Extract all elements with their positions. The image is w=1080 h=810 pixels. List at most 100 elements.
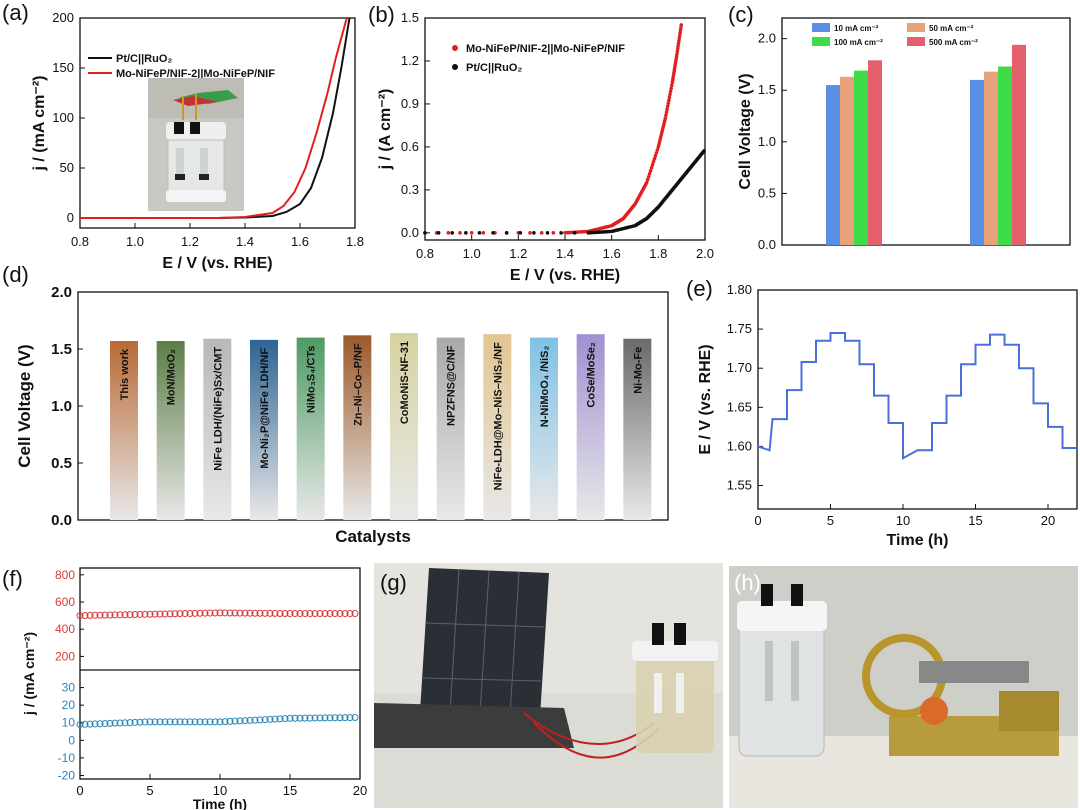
- c-legend-swatch-3: [907, 37, 925, 46]
- panel-f-chart: 0 5 10 15 20 200 400 600 800 -20 -10 0 10 20 30 Time (h…: [21, 567, 367, 810]
- b-point-0: [667, 95, 672, 100]
- f-point-0: [321, 610, 329, 618]
- f-point-0: [161, 610, 169, 618]
- f-point-0: [191, 609, 199, 617]
- e-ytick-label: 1.60: [727, 438, 752, 453]
- f-point-0: [231, 609, 239, 617]
- c-bar: [984, 71, 998, 246]
- f-point-0: [331, 610, 339, 618]
- d-bar: [576, 334, 605, 520]
- f-point-1: [136, 718, 144, 726]
- b-legend-marker-0: [452, 45, 458, 51]
- a-xtick-label: 1.6: [291, 234, 309, 249]
- d-bar-label: Ni-Mo-Fe: [632, 347, 644, 394]
- d-bar: [203, 338, 232, 520]
- b-point-0: [654, 151, 659, 155]
- f-ytick-label-bottom: -20: [58, 768, 76, 782]
- f-point-0: [351, 610, 359, 618]
- b-point-0: [646, 174, 651, 179]
- a-xtick-label: 0.8: [71, 234, 89, 249]
- f-point-1: [151, 718, 159, 726]
- panel-a-inset-photo: [148, 78, 244, 211]
- f-point-1: [281, 715, 289, 723]
- panel-label-c: (c): [728, 2, 754, 27]
- f-point-0: [101, 611, 109, 619]
- f-point-0: [336, 610, 344, 618]
- f-point-1: [346, 714, 354, 722]
- b-point-1: [545, 231, 550, 235]
- f-point-0: [311, 610, 319, 618]
- f-point-1: [326, 714, 334, 722]
- f-point-1: [251, 716, 259, 724]
- f-point-1: [101, 720, 109, 728]
- b-point-0: [645, 177, 650, 182]
- panel-label-b: (b): [368, 2, 395, 27]
- a-legend-label-0: Pt/C||RuO₂: [116, 53, 172, 65]
- d-bar-label: CoMoNiS-NF-31: [399, 341, 411, 424]
- c-bar: [826, 85, 840, 246]
- f-point-0: [296, 610, 304, 618]
- d-bar-label: NPZFNS@C/NF: [446, 345, 458, 426]
- f-point-0: [136, 610, 144, 618]
- f-ytick-label-top: 800: [55, 568, 75, 582]
- f-point-1: [111, 719, 119, 727]
- d-ytick-label: 1.0: [51, 398, 72, 415]
- stirling-engine-photo: [729, 566, 1078, 808]
- c-bar: [868, 60, 882, 245]
- d-ytick-label: 0.0: [51, 512, 72, 529]
- d-ytick-label: 1.5: [51, 341, 72, 358]
- b-xtick-label: 1.6: [603, 246, 621, 261]
- d-bar: [436, 337, 465, 520]
- c-bar: [1012, 44, 1026, 246]
- c-bar: [998, 66, 1012, 245]
- d-bar: [623, 338, 652, 520]
- b-point-0: [528, 231, 532, 235]
- b-ytick-label: 1.2: [401, 53, 419, 68]
- e-xtick-label: 0: [754, 513, 761, 528]
- f-point-1: [206, 718, 214, 726]
- b-point-0: [664, 113, 668, 118]
- f-point-0: [211, 609, 219, 617]
- f-point-1: [226, 717, 234, 725]
- f-point-0: [81, 612, 89, 620]
- b-point-0: [481, 231, 486, 235]
- f-point-0: [171, 610, 179, 618]
- f-point-1: [266, 715, 274, 723]
- panel-label-e: (e): [686, 276, 713, 301]
- f-point-0: [131, 611, 139, 619]
- b-point-1: [532, 231, 536, 235]
- a-xtick-label: 1.2: [181, 234, 199, 249]
- f-point-1: [76, 721, 84, 728]
- f-point-0: [241, 609, 249, 617]
- f-point-0: [86, 611, 94, 619]
- f-xtick-label: 5: [146, 783, 153, 798]
- b-point-0: [669, 83, 674, 88]
- b-point-1: [559, 231, 563, 235]
- c-bar: [970, 79, 984, 245]
- f-point-1: [246, 716, 254, 724]
- e-ytick-label: 1.55: [727, 478, 752, 493]
- a-frame: [79, 17, 356, 229]
- f-point-1: [156, 718, 164, 726]
- f-point-0: [236, 609, 244, 617]
- f-point-0: [346, 610, 354, 618]
- b-point-1: [464, 231, 468, 235]
- b-point-0: [669, 86, 673, 91]
- e-ytick-label: 1.80: [727, 282, 752, 297]
- a-xtick-label: 1.4: [236, 234, 254, 249]
- b-point-0: [664, 110, 669, 115]
- f-point-0: [251, 609, 259, 617]
- b-point-0: [666, 101, 671, 106]
- a-series-line-1: [80, 17, 348, 219]
- f-point-1: [301, 714, 309, 722]
- d-bar: [296, 337, 325, 520]
- d-bar: [250, 339, 278, 520]
- b-legend-label-0: Mo-NiFeP/NIF-2||Mo-NiFeP/NIF: [466, 43, 625, 55]
- b-xtick-label: 1.8: [649, 246, 667, 261]
- b-ytick-label: 0.0: [401, 225, 419, 240]
- f-ytick-label-bottom: 0: [68, 733, 75, 747]
- f-point-0: [216, 609, 224, 617]
- f-point-1: [171, 718, 179, 726]
- panel-label-a: (a): [2, 0, 29, 25]
- f-point-1: [116, 719, 124, 727]
